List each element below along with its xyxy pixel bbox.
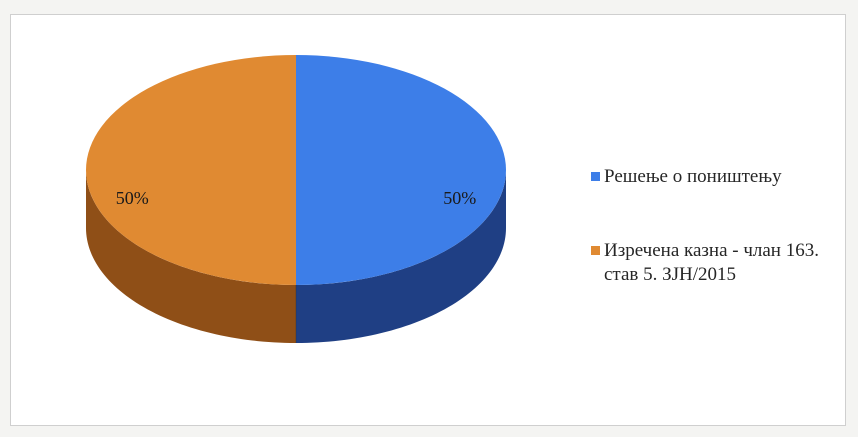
legend-label-penalty: Изречена казна - члан 163. став 5. ЗЈН/2… — [604, 240, 819, 285]
legend-swatch-blue — [591, 172, 600, 181]
pie-side-0-0 — [296, 170, 506, 343]
legend: Решење о поништењу Изречена казна - члан… — [591, 165, 841, 337]
data-label-1: 50% — [116, 188, 149, 208]
legend-swatch-orange — [591, 246, 600, 255]
pie-slice-0 — [296, 55, 506, 285]
pie-chart: 50% 50% — [86, 55, 506, 343]
legend-item-penalty: Изречена казна - члан 163. став 5. ЗЈН/2… — [591, 239, 841, 287]
legend-item-annulment: Решење о поништењу — [591, 165, 841, 189]
data-label-0: 50% — [443, 188, 476, 208]
pie-slice-1 — [86, 55, 296, 285]
legend-label-annulment: Решење о поништењу — [604, 166, 782, 187]
pie-side-1-0 — [86, 170, 296, 343]
chart-frame: 50% 50% Решење о поништењу Изречена казна… — [10, 14, 846, 426]
